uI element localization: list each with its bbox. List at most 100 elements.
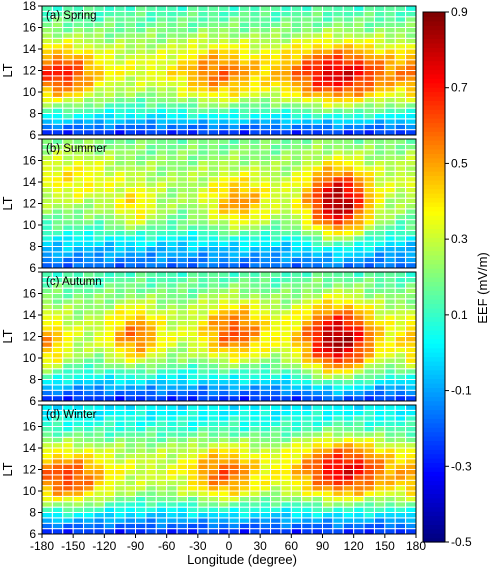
heatmap-cell — [311, 314, 323, 321]
heatmap-cell — [238, 420, 251, 428]
heatmap-cell — [135, 48, 147, 55]
heatmap-cell — [41, 373, 53, 381]
heatmap-cell — [197, 102, 209, 109]
heatmap-cell — [270, 251, 282, 258]
heatmap-cell — [322, 336, 334, 343]
heatmap-cell — [394, 336, 407, 343]
heatmap-cell — [41, 86, 53, 93]
heatmap-cell — [249, 5, 261, 12]
heatmap-cell — [405, 37, 417, 45]
heatmap-cell — [207, 379, 220, 386]
heatmap-cell — [135, 64, 147, 72]
heatmap-cell — [186, 219, 199, 226]
heatmap-cell — [103, 176, 116, 183]
heatmap-cell — [145, 113, 157, 120]
heatmap-cell — [207, 86, 220, 93]
heatmap-cell — [103, 379, 116, 386]
heatmap-cell — [238, 395, 251, 402]
heatmap-cell — [218, 415, 230, 422]
heatmap-cell — [166, 357, 178, 364]
heatmap-cell — [72, 27, 85, 34]
heatmap-cell — [270, 474, 282, 481]
heatmap-cell — [290, 203, 303, 210]
heatmap-cell — [332, 303, 344, 311]
heatmap-cell — [290, 309, 303, 316]
heatmap-cell — [342, 495, 355, 503]
heatmap-cell — [259, 262, 272, 269]
heatmap-cell — [207, 21, 220, 29]
heatmap-cell — [197, 426, 209, 433]
heatmap-cell — [249, 48, 261, 55]
heatmap-cell — [218, 325, 230, 332]
heatmap-cell — [322, 197, 334, 205]
heatmap-cell — [145, 138, 157, 145]
heatmap-cell — [114, 384, 126, 391]
heatmap-cell — [228, 501, 240, 508]
heatmap-cell — [259, 442, 272, 449]
heatmap-cell — [207, 192, 220, 199]
heatmap-cell — [373, 123, 386, 131]
heatmap-cell — [135, 517, 147, 524]
heatmap-cell — [124, 447, 137, 454]
colorbar-tick-label: -0.3 — [451, 459, 472, 473]
heatmap-cell — [311, 495, 323, 503]
heatmap-cell — [259, 357, 272, 364]
heatmap-cell — [166, 474, 178, 481]
heatmap-cell — [353, 442, 365, 449]
heatmap-cell — [197, 123, 209, 131]
heatmap-cell — [135, 91, 147, 98]
heatmap-cell — [186, 235, 199, 242]
heatmap-cell — [228, 224, 240, 231]
heatmap-cell — [363, 5, 375, 12]
heatmap-cell — [301, 32, 313, 39]
heatmap-cell — [83, 528, 95, 535]
heatmap-cell — [311, 325, 323, 332]
heatmap-cell — [145, 436, 157, 444]
heatmap-cell — [166, 395, 178, 402]
heatmap-cell — [145, 37, 157, 45]
heatmap-cell — [405, 357, 417, 364]
heatmap-cell — [41, 251, 53, 258]
heatmap-cell — [124, 271, 137, 278]
heatmap-cell — [342, 262, 355, 269]
heatmap-cell — [72, 442, 85, 449]
y-axis-label: LT — [0, 462, 15, 476]
heatmap-cell — [259, 203, 272, 210]
heatmap-cell — [176, 208, 188, 215]
heatmap-cell — [41, 256, 53, 264]
heatmap-cell — [93, 474, 105, 481]
heatmap-cell — [259, 208, 272, 215]
heatmap-cell — [311, 262, 323, 269]
heatmap-cell — [322, 32, 334, 39]
heatmap-cell — [218, 314, 230, 321]
heatmap-cell — [342, 10, 355, 18]
heatmap-cell — [249, 91, 261, 98]
heatmap-cell — [301, 276, 313, 284]
heatmap-cell — [186, 309, 199, 316]
heatmap-cell — [394, 246, 407, 253]
heatmap-cell — [176, 186, 188, 194]
heatmap-cell — [238, 282, 251, 289]
heatmap-cell — [135, 357, 147, 364]
heatmap-cell — [72, 389, 85, 397]
heatmap-cell — [363, 123, 375, 131]
heatmap-cell — [228, 452, 240, 460]
heatmap-cell — [373, 80, 386, 88]
heatmap-cell — [166, 490, 178, 497]
heatmap-cell — [124, 181, 137, 188]
heatmap-cell — [197, 282, 209, 289]
heatmap-cell — [353, 70, 365, 77]
heatmap-cell — [72, 395, 85, 402]
heatmap-cell — [176, 362, 188, 370]
heatmap-cell — [186, 368, 199, 375]
heatmap-cell — [135, 522, 147, 530]
heatmap-cell — [176, 181, 188, 188]
heatmap-cell — [186, 32, 199, 39]
heatmap-cell — [114, 276, 126, 284]
colorbar-step — [423, 383, 445, 389]
heatmap-cell — [322, 431, 334, 438]
heatmap-cell — [373, 303, 386, 311]
heatmap-cell — [270, 246, 282, 253]
colorbar-step — [423, 449, 445, 455]
heatmap-cell — [384, 129, 396, 136]
